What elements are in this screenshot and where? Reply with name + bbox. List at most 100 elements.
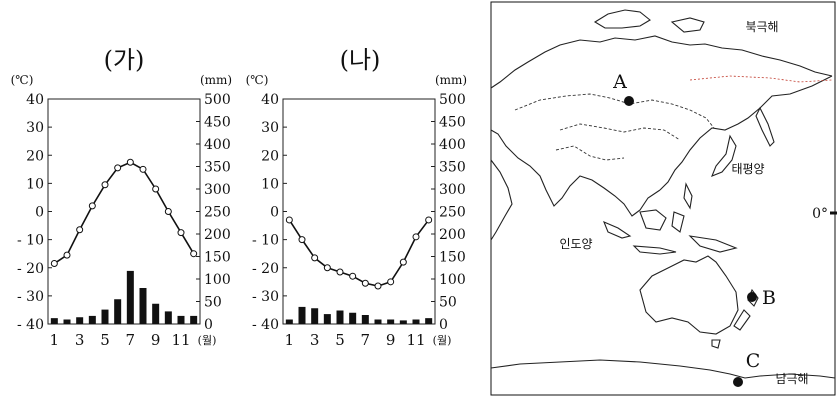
precipitation-tick-label: 50	[439, 295, 457, 311]
precipitation-tick-label: 300	[204, 182, 231, 198]
temperature-tick-label: 10	[26, 176, 44, 192]
temperature-unit-label: (℃)	[246, 73, 269, 87]
australia	[639, 255, 739, 335]
precipitation-bar	[374, 319, 382, 324]
x-axis-unit-label: (월)	[433, 334, 452, 347]
temperature-point	[336, 268, 344, 276]
precipitation-tick-label: 50	[204, 295, 222, 311]
nz-south	[733, 309, 751, 331]
x-tick-label: 1	[50, 331, 60, 349]
temperature-tick-label: - 30	[17, 289, 44, 305]
arctic-island-2	[670, 17, 705, 33]
south-asia-coast	[490, 129, 661, 217]
precipitation-tick-label: 200	[439, 227, 466, 243]
eurasia-north-coast	[490, 35, 833, 89]
x-tick-label: 5	[335, 331, 345, 349]
temperature-point	[387, 278, 395, 286]
precipitation-tick-label: 450	[439, 115, 466, 131]
temperature-point	[399, 258, 407, 266]
point-a-marker	[624, 96, 634, 106]
x-tick-label: 1	[285, 331, 295, 349]
point-c-label: C	[746, 350, 761, 372]
temperature-tick-label: 20	[261, 148, 279, 164]
precipitation-tick-label: 250	[439, 205, 466, 221]
precipitation-bar	[114, 299, 122, 324]
temperature-tick-label: - 20	[252, 261, 279, 277]
precipitation-tick-label: 200	[204, 227, 231, 243]
precipitation-tick-label: 400	[204, 137, 231, 153]
temperature-tick-label: - 20	[17, 261, 44, 277]
temperature-tick-label: - 30	[252, 289, 279, 305]
precipitation-bar	[323, 314, 331, 324]
temperature-tick-label: - 10	[17, 233, 44, 249]
temperature-point	[126, 158, 134, 166]
temperature-point	[361, 279, 369, 287]
precipitation-bar	[88, 315, 96, 324]
temperature-tick-label: 30	[261, 120, 279, 136]
arctic-island	[593, 9, 651, 29]
precipitation-bar	[177, 315, 185, 324]
temperature-point	[63, 251, 71, 259]
precipitation-tick-label: 0	[204, 317, 213, 333]
x-axis-unit-label: (월)	[198, 334, 217, 347]
java	[632, 245, 677, 255]
precipitation-tick-label: 0	[439, 317, 448, 333]
precipitation-tick-label: 450	[204, 115, 231, 131]
sulawesi	[671, 211, 685, 233]
precipitation-bar	[152, 303, 160, 324]
new-guinea	[688, 235, 738, 253]
x-tick-label: 7	[126, 331, 136, 349]
precipitation-bar	[425, 318, 433, 324]
border-russia	[514, 93, 715, 129]
kamchatka	[755, 106, 775, 147]
precipitation-tick-label: 500	[439, 92, 466, 108]
precipitation-tick-label: 100	[439, 272, 466, 288]
temperature-point	[76, 226, 84, 234]
point-b-label: B	[762, 287, 776, 309]
antarctica-coast	[490, 359, 836, 379]
precipitation-bar	[336, 310, 344, 324]
precipitation-bar	[361, 315, 369, 324]
temperature-point	[190, 250, 198, 258]
x-tick-label: 11	[171, 331, 190, 349]
precipitation-bar	[311, 308, 319, 324]
precipitation-tick-label: 150	[204, 250, 231, 266]
precipitation-bar	[50, 318, 58, 324]
label-indian-ocean: 인도양	[559, 237, 592, 251]
precipitation-bar	[349, 312, 357, 324]
label-pacific-ocean: 태평양	[731, 162, 764, 176]
x-tick-label: 5	[100, 331, 110, 349]
temperature-tick-label: - 40	[252, 317, 279, 333]
temperature-tick-label: 10	[261, 176, 279, 192]
temperature-tick-label: 0	[35, 205, 44, 221]
border-china	[559, 123, 681, 141]
temperature-tick-label: - 10	[252, 233, 279, 249]
temperature-point	[152, 185, 160, 193]
temperature-tick-label: - 40	[17, 317, 44, 333]
precipitation-tick-label: 400	[439, 137, 466, 153]
temperature-point	[139, 165, 147, 173]
temperature-point	[88, 202, 96, 210]
temperature-tick-label: 20	[26, 148, 44, 164]
precipitation-unit-label: (mm)	[200, 73, 232, 87]
coastlines	[490, 9, 836, 379]
temperature-point	[298, 236, 306, 244]
precipitation-unit-label: (mm)	[435, 73, 467, 87]
precipitation-tick-label: 300	[439, 182, 466, 198]
temperature-point	[101, 181, 109, 189]
temperature-point	[425, 216, 433, 224]
arabia-coast	[490, 159, 513, 241]
x-tick-label: 9	[151, 331, 161, 349]
x-tick-label: 11	[406, 331, 425, 349]
temperature-point	[177, 229, 185, 237]
temperature-tick-label: 40	[26, 92, 44, 108]
date-line-path	[689, 75, 833, 83]
point-b-marker	[747, 292, 757, 302]
temperature-line	[53, 161, 195, 265]
precipitation-bar	[76, 317, 84, 324]
temperature-tick-label: 40	[261, 92, 279, 108]
sumatra	[602, 220, 632, 239]
